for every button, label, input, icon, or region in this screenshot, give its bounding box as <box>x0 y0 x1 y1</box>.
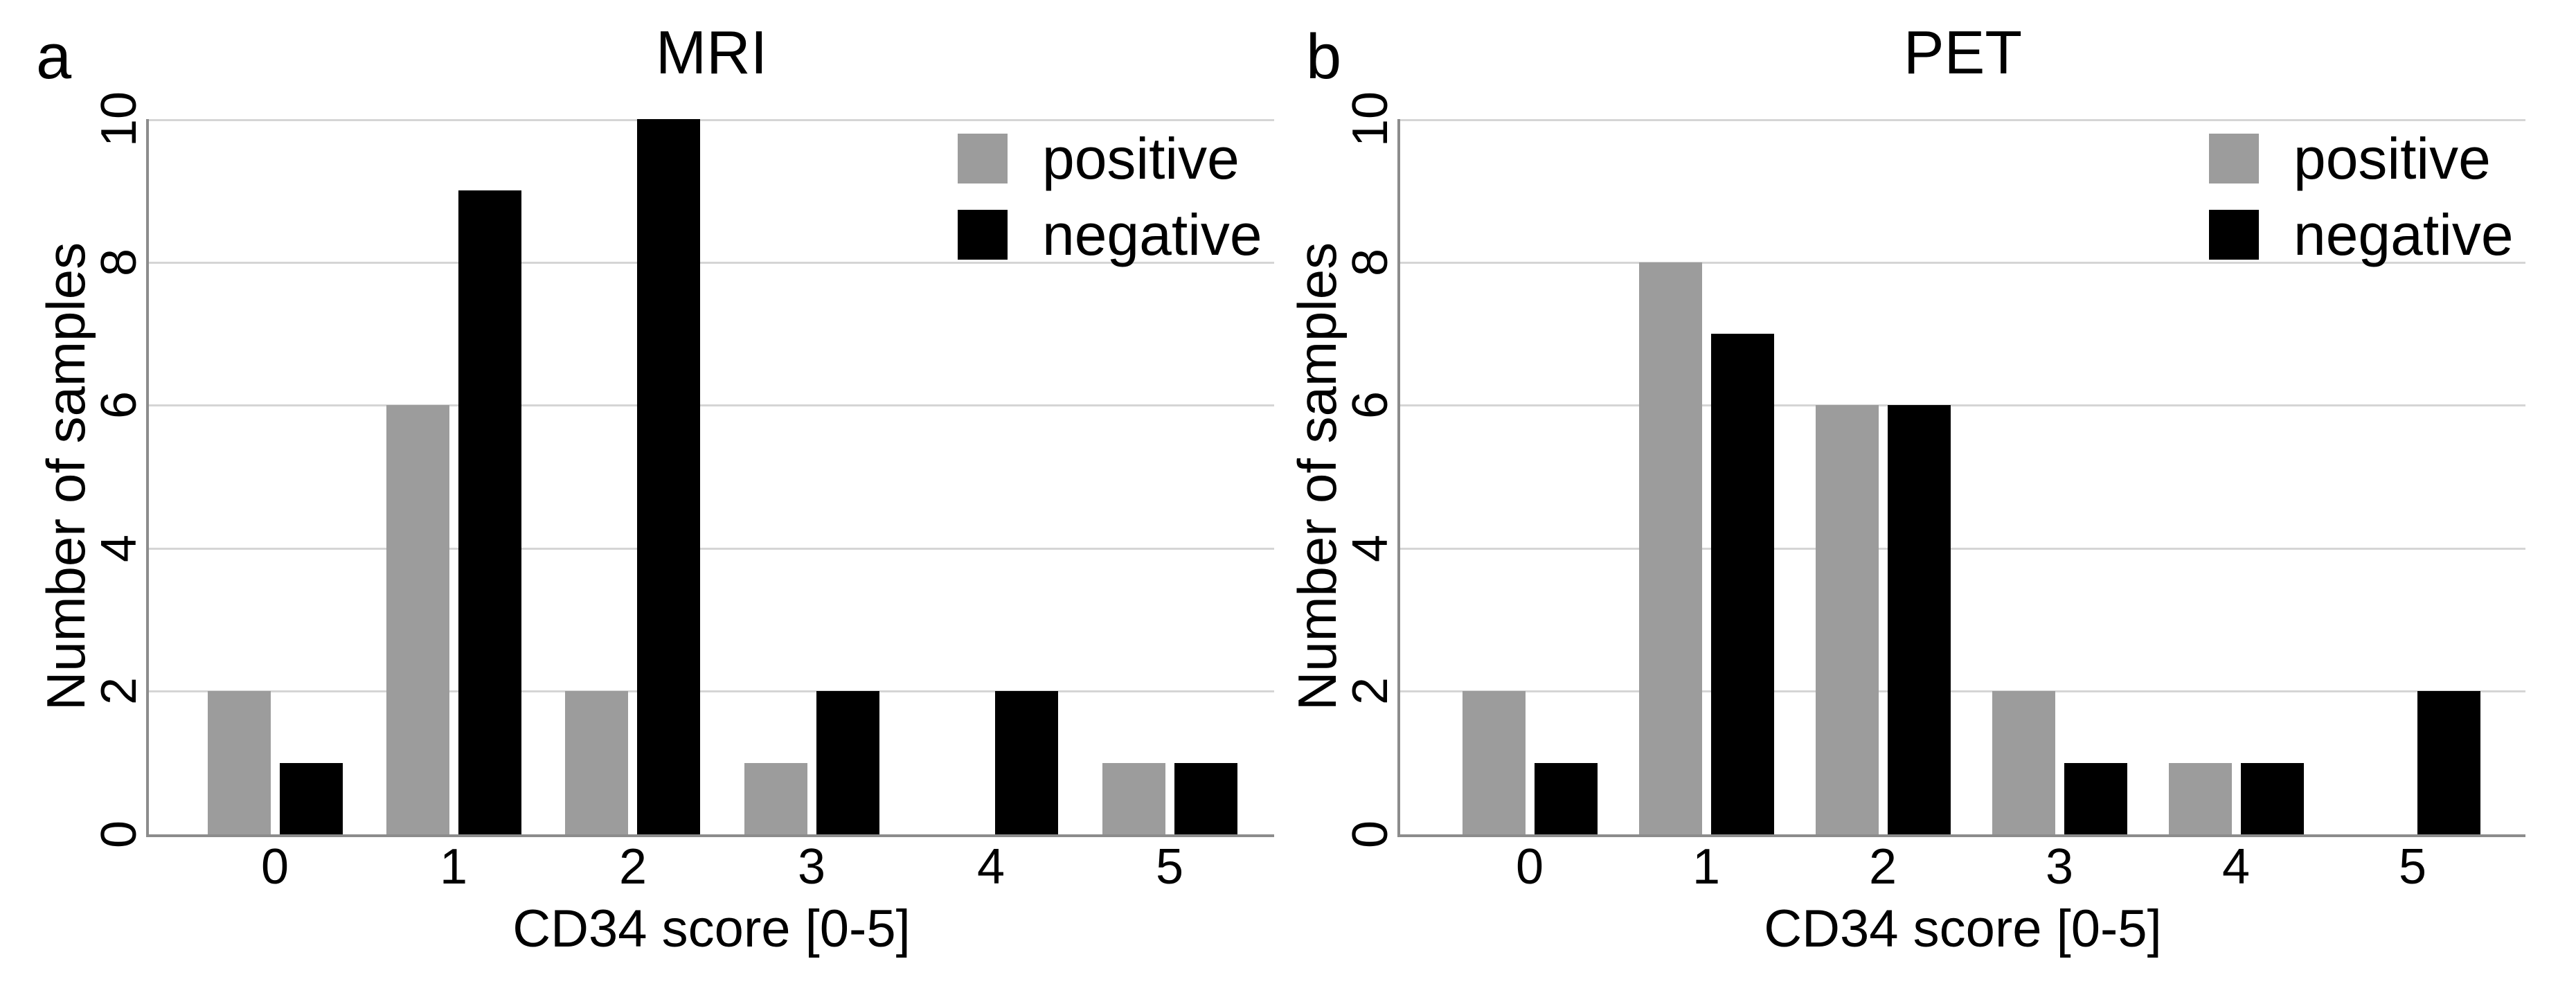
plot-area-mri <box>146 119 1274 837</box>
gridline-y10 <box>149 119 1274 121</box>
legend-swatch-positive <box>2209 134 2259 183</box>
bar-positive-score0 <box>208 691 271 834</box>
bar-negative-score5 <box>1174 763 1237 834</box>
chart-title-pet: PET <box>1903 18 2023 87</box>
x-axis-title-pet: CD34 score [0-5] <box>1764 899 2162 958</box>
x-tick-label-5: 5 <box>2398 839 2427 895</box>
legend-mri: positive negative <box>958 129 1262 282</box>
y-tick-label-4: 4 <box>1343 534 1398 563</box>
y-axis-title-mri: Number of samples <box>35 242 96 711</box>
legend-label-positive: positive <box>1042 126 1240 191</box>
x-tick-label-3: 3 <box>2045 839 2074 895</box>
x-tick-label-0: 0 <box>260 839 289 895</box>
y-tick-label-10: 10 <box>91 91 147 147</box>
y-tick-label-10: 10 <box>1343 91 1398 147</box>
x-tick-label-5: 5 <box>1155 839 1184 895</box>
y-tick-label-4: 4 <box>91 534 147 563</box>
legend-label-negative: negative <box>2293 202 2514 267</box>
x-tick-label-1: 1 <box>1692 839 1721 895</box>
bar-positive-score3 <box>744 763 807 834</box>
y-tick-label-8: 8 <box>1343 248 1398 277</box>
x-axis-title-mri: CD34 score [0-5] <box>512 899 911 958</box>
x-tick-label-1: 1 <box>439 839 468 895</box>
x-tick-label-2: 2 <box>618 839 647 895</box>
gridline-y6 <box>149 404 1274 406</box>
legend-item-negative: negative <box>958 206 1262 264</box>
y-tick-label-2: 2 <box>91 676 147 706</box>
x-tick-label-2: 2 <box>1868 839 1897 895</box>
legend-swatch-negative <box>958 210 1008 260</box>
bar-positive-score2 <box>565 691 628 834</box>
legend-swatch-positive <box>958 134 1008 183</box>
legend-item-positive: positive <box>2209 129 2514 188</box>
x-tick-label-3: 3 <box>797 839 826 895</box>
bar-negative-score3 <box>816 691 879 834</box>
gridline-y8 <box>1400 262 2525 264</box>
y-tick-label-6: 6 <box>1343 391 1398 420</box>
gridline-y10 <box>1400 119 2525 121</box>
gridline-y8 <box>149 262 1274 264</box>
bar-negative-score2 <box>1888 405 1951 834</box>
x-tick-label-4: 4 <box>2221 839 2251 895</box>
legend-item-positive: positive <box>958 129 1262 188</box>
chart-title-mri: MRI <box>655 18 768 87</box>
legend-item-negative: negative <box>2209 206 2514 264</box>
y-tick-label-8: 8 <box>91 248 147 277</box>
bar-positive-score1 <box>386 405 449 834</box>
bar-negative-score2 <box>637 119 700 834</box>
gridline-y4 <box>1400 548 2525 550</box>
bar-negative-score5 <box>2417 691 2480 834</box>
bar-positive-score3 <box>1992 691 2055 834</box>
bar-negative-score0 <box>280 763 343 834</box>
y-tick-label-6: 6 <box>91 391 147 420</box>
y-tick-label-0: 0 <box>91 820 147 849</box>
gridline-y6 <box>1400 404 2525 406</box>
bar-positive-score1 <box>1639 262 1702 834</box>
bar-positive-score4 <box>2169 763 2232 834</box>
legend-label-negative: negative <box>1042 202 1262 267</box>
panel-letter-a: a <box>36 21 72 92</box>
bar-negative-score1 <box>1711 334 1774 834</box>
bar-negative-score1 <box>458 190 521 834</box>
y-tick-label-0: 0 <box>1343 820 1398 849</box>
gridline-y2 <box>1400 690 2525 692</box>
bar-negative-score0 <box>1535 763 1598 834</box>
bar-positive-score5 <box>1102 763 1165 834</box>
y-tick-label-2: 2 <box>1343 676 1398 706</box>
bar-negative-score4 <box>995 691 1058 834</box>
bar-positive-score0 <box>1463 691 1526 834</box>
legend-pet: positive negative <box>2209 129 2514 282</box>
bar-negative-score4 <box>2241 763 2304 834</box>
bar-positive-score2 <box>1816 405 1879 834</box>
x-tick-label-0: 0 <box>1515 839 1544 895</box>
panel-letter-b: b <box>1306 21 1342 92</box>
gridline-y4 <box>149 548 1274 550</box>
y-axis-title-pet: Number of samples <box>1287 242 1348 711</box>
legend-swatch-negative <box>2209 210 2259 260</box>
legend-label-positive: positive <box>2293 126 2491 191</box>
gridline-y2 <box>149 690 1274 692</box>
x-tick-label-4: 4 <box>976 839 1005 895</box>
plot-area-pet <box>1397 119 2525 837</box>
bar-negative-score3 <box>2064 763 2127 834</box>
